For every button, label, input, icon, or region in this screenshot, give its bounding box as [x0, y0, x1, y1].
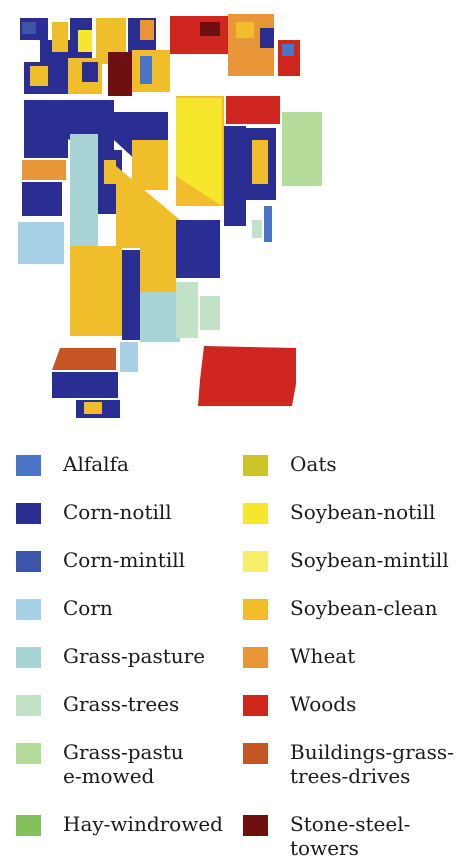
legend: Alfalfa Corn-notill Corn-mintill Corn Grass-…	[0, 440, 474, 860]
field-grass-trees	[200, 296, 220, 330]
legend-swatch	[16, 695, 41, 716]
field-soybean-clean	[70, 246, 122, 336]
field-wheat	[140, 20, 154, 40]
legend-label: Alfalfa	[63, 452, 129, 476]
field-soybean-notill	[176, 98, 222, 206]
field-soybean-clean	[104, 160, 116, 184]
legend-label: Grass-pasture	[63, 644, 206, 668]
field-soybean-clean	[116, 166, 180, 248]
field-grass-trees	[252, 220, 262, 238]
field-wheat	[236, 22, 254, 38]
field-soybean-clean	[140, 248, 176, 292]
legend-item: Grass-trees	[16, 692, 179, 716]
legend-swatch	[16, 455, 41, 476]
field-grass-pasture	[176, 282, 198, 338]
legend-item: Woods	[243, 692, 356, 716]
legend-label: Woods	[290, 692, 357, 716]
field-grass-pasture	[70, 134, 98, 246]
field-corn-notill	[22, 182, 62, 216]
legend-item: Corn-mintill	[16, 548, 185, 572]
legend-label: Stone-steel-towers	[290, 812, 411, 860]
legend-swatch	[243, 743, 268, 764]
legend-item: Buildings-grass- trees-drives	[243, 740, 454, 788]
field-grass-mowed	[282, 112, 322, 186]
legend-label: Buildings-grass- trees-drives	[290, 740, 454, 788]
legend-item: Soybean-clean	[243, 596, 437, 620]
field-corn-notill	[176, 220, 220, 278]
legend-item: Grass-pasture	[16, 644, 205, 668]
legend-item: Alfalfa	[16, 452, 129, 476]
field-soybean-notill	[78, 30, 92, 52]
legend-item: Hay-windrowed	[16, 812, 223, 836]
field-corn	[120, 342, 138, 372]
field-corn	[18, 222, 64, 264]
legend-swatch	[16, 743, 41, 764]
field-grass-pasture	[140, 292, 180, 342]
legend-swatch	[243, 551, 268, 572]
legend-swatch	[243, 599, 268, 620]
field-soybean-clean	[84, 402, 102, 414]
legend-swatch	[16, 647, 41, 668]
legend-swatch	[243, 815, 268, 836]
field-stone	[108, 52, 132, 96]
field-soybean-clean	[30, 66, 48, 86]
field-woods	[198, 346, 296, 406]
legend-item: Oats	[243, 452, 337, 476]
legend-label: Soybean-notill	[290, 500, 436, 524]
field-corn-notill	[52, 372, 118, 398]
field-corn-notill	[82, 62, 98, 82]
legend-label: Corn-notill	[63, 500, 172, 524]
field-woods	[200, 22, 220, 36]
field-buildings	[52, 348, 116, 370]
field-corn	[264, 206, 272, 242]
legend-swatch	[243, 695, 268, 716]
legend-label: Wheat	[290, 644, 356, 668]
field-soybean-clean	[52, 22, 68, 52]
field-woods	[226, 96, 280, 124]
legend-label: Oats	[290, 452, 337, 476]
legend-label: Corn	[63, 596, 113, 620]
field-soybean-clean	[22, 160, 66, 180]
legend-item: Wheat	[243, 644, 355, 668]
legend-swatch	[243, 503, 268, 524]
legend-swatch	[16, 599, 41, 620]
classification-map	[18, 14, 322, 418]
legend-swatch	[16, 503, 41, 524]
legend-item: Grass-pastu e-mowed	[16, 740, 184, 788]
legend-swatch	[243, 455, 268, 476]
legend-swatch	[16, 551, 41, 572]
field-corn	[282, 44, 294, 56]
field-corn-notill	[122, 250, 140, 340]
legend-item: Soybean-notill	[243, 500, 435, 524]
legend-item: Stone-steel-towers	[243, 812, 474, 860]
legend-label: Hay-windrowed	[63, 812, 223, 836]
field-corn-notill	[224, 126, 246, 226]
field-soybean-clean	[132, 140, 168, 190]
legend-swatch	[243, 647, 268, 668]
legend-item: Soybean-mintill	[243, 548, 449, 572]
legend-label: Grass-trees	[63, 692, 180, 716]
legend-item: Corn-notill	[16, 500, 172, 524]
legend-label: Soybean-clean	[290, 596, 438, 620]
field-soybean-clean	[252, 140, 268, 184]
legend-label: Grass-pastu e-mowed	[63, 740, 184, 788]
field-corn-notill	[22, 22, 36, 34]
legend-swatch	[16, 815, 41, 836]
field-corn-notill	[260, 28, 274, 48]
field-corn	[140, 56, 152, 84]
legend-label: Soybean-mintill	[290, 548, 449, 572]
legend-item: Corn	[16, 596, 113, 620]
legend-label: Corn-mintill	[63, 548, 186, 572]
